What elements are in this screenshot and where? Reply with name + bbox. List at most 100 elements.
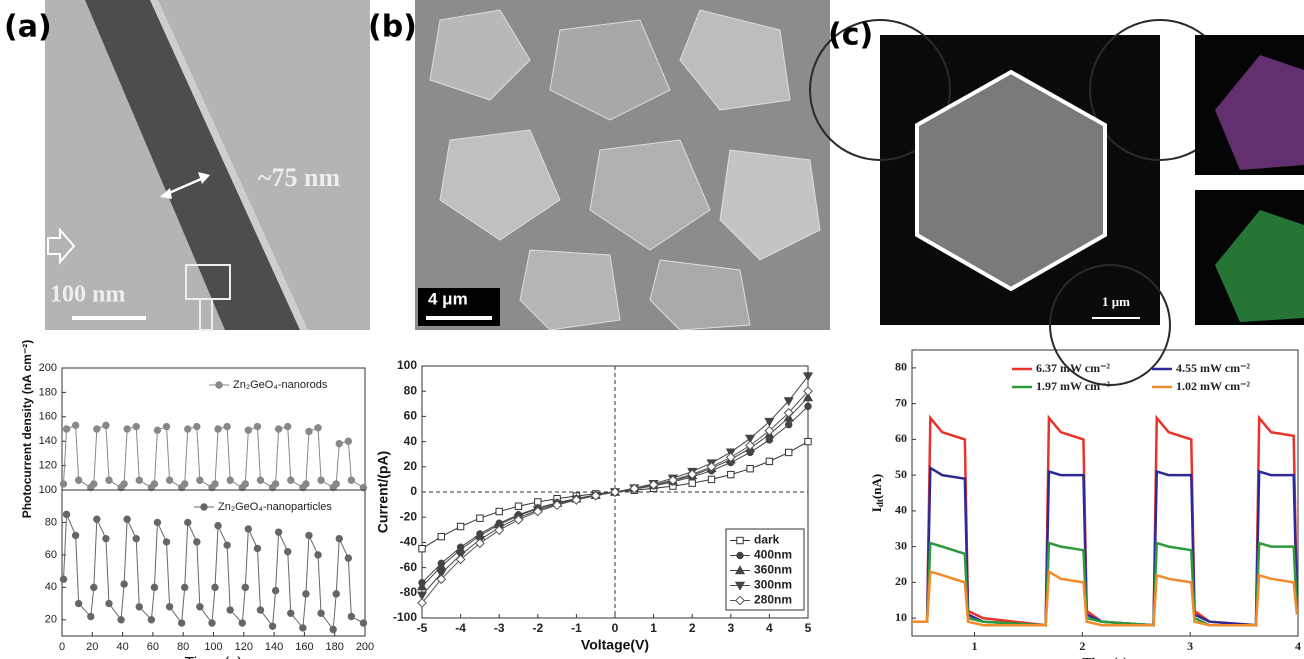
marker — [136, 604, 142, 610]
y-tick-label: -100 — [393, 610, 417, 624]
marker — [303, 481, 309, 487]
marker — [438, 533, 444, 539]
legend-label: dark — [754, 533, 780, 547]
legend-label: 400nm — [754, 548, 792, 562]
marker — [288, 610, 294, 616]
legend-label: 300nm — [754, 578, 792, 592]
y-axis-label-part: (nA) — [869, 474, 884, 499]
marker — [254, 423, 260, 429]
marker — [272, 481, 278, 487]
marker — [224, 542, 230, 548]
x-tick-label: 1 — [650, 621, 657, 635]
marker — [288, 477, 294, 483]
x-tick-label: 20 — [86, 641, 98, 653]
y-axis-label: Idt(nA) — [869, 474, 885, 512]
y-tick-label: 80 — [45, 516, 57, 528]
y-tick-label: 100 — [39, 484, 57, 496]
y-tick-label: 30 — [895, 538, 907, 552]
x-tick-label: 200 — [356, 641, 374, 653]
marker — [336, 535, 342, 541]
marker — [245, 526, 251, 532]
x-tick-label: -3 — [494, 621, 505, 635]
marker — [689, 480, 695, 486]
marker — [477, 515, 483, 521]
marker — [275, 426, 281, 432]
stem-image — [810, 20, 1304, 385]
x-axis-label: Voltage(V) — [581, 637, 649, 653]
marker — [224, 423, 230, 429]
marker — [121, 581, 127, 587]
marker — [496, 508, 502, 514]
marker — [805, 438, 811, 444]
marker — [166, 604, 172, 610]
marker — [306, 532, 312, 538]
marker — [151, 584, 157, 590]
y-tick-label: 40 — [895, 503, 907, 517]
marker — [786, 449, 792, 455]
plot-frame — [912, 350, 1298, 636]
y-tick-label: 70 — [895, 395, 907, 409]
marker — [194, 423, 200, 429]
x-tick-label: 0 — [59, 641, 65, 653]
marker — [336, 440, 342, 446]
x-tick-label: -1 — [571, 621, 582, 635]
marker — [133, 535, 139, 541]
marker — [257, 607, 263, 613]
y-tick-label: 20 — [45, 614, 57, 626]
legend-label: Zn₂GeO₄-nanoparticles — [218, 501, 332, 513]
x-tick-label: -2 — [532, 621, 543, 635]
x-tick-label: 3 — [1187, 639, 1193, 653]
marker — [515, 503, 521, 509]
marker — [333, 591, 339, 597]
legend-label: 280nm — [754, 593, 792, 607]
series-line — [912, 572, 1297, 626]
marker — [766, 458, 772, 464]
y-tick-label: -80 — [400, 585, 418, 599]
marker — [215, 522, 221, 528]
y-tick-label: -20 — [400, 509, 418, 523]
marker — [318, 610, 324, 616]
y-tick-label: 60 — [45, 549, 57, 561]
legend-label: 6.37 mW cm⁻² — [1036, 361, 1110, 375]
marker — [285, 548, 291, 554]
marker — [315, 552, 321, 558]
x-tick-label: 140 — [265, 641, 283, 653]
y-tick-label: 100 — [397, 358, 417, 372]
marker — [178, 620, 184, 626]
marker — [728, 471, 734, 477]
marker — [60, 576, 66, 582]
marker — [239, 620, 245, 626]
legend-label: 1.02 mW cm⁻² — [1176, 379, 1250, 393]
y-tick-label: 50 — [895, 467, 907, 481]
x-tick-label: 4 — [766, 621, 773, 635]
marker — [154, 519, 160, 525]
marker — [163, 539, 169, 545]
marker — [275, 529, 281, 535]
x-tick-label: 160 — [295, 641, 313, 653]
marker — [212, 584, 218, 590]
marker — [303, 591, 309, 597]
marker — [185, 426, 191, 432]
marker — [75, 600, 81, 606]
marker — [201, 504, 207, 510]
marker — [737, 537, 743, 543]
marker — [212, 481, 218, 487]
marker — [124, 516, 130, 522]
marker — [306, 428, 312, 434]
marker — [136, 477, 142, 483]
series-line — [912, 418, 1297, 625]
marker — [60, 481, 66, 487]
panel-label: (c) — [828, 18, 873, 53]
marker — [209, 620, 215, 626]
y-tick-label: 80 — [404, 383, 418, 397]
marker — [737, 552, 743, 558]
x-tick-label: 1 — [972, 639, 978, 653]
marker — [151, 481, 157, 487]
width-label: ~75 nm — [258, 163, 340, 192]
x-tick-label: 80 — [177, 641, 189, 653]
marker — [285, 423, 291, 429]
marker — [315, 425, 321, 431]
marker — [72, 422, 78, 428]
y-tick-label: 0 — [410, 484, 417, 498]
y-axis-label-part: dt — [875, 499, 885, 507]
